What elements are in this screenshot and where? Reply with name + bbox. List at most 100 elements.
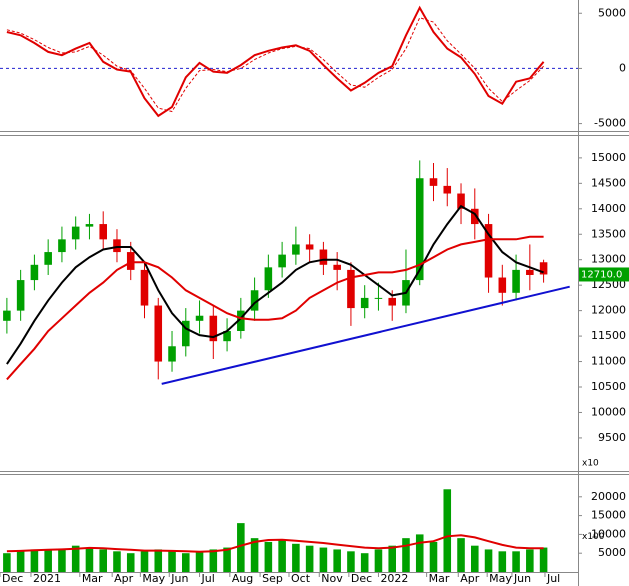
volume-average [6, 534, 544, 553]
volume-bar [250, 538, 259, 572]
y-tick-label: -5000 [594, 117, 626, 130]
volume-bar [471, 545, 479, 572]
candle-body [71, 226, 80, 240]
candle-body [512, 269, 520, 293]
candle-body [305, 244, 314, 250]
last-price-label: 12710.0 [581, 269, 622, 280]
volume-bar [154, 549, 163, 572]
candle-body [250, 290, 259, 311]
candle-body [195, 315, 204, 321]
y-tick-label: 9500 [598, 431, 626, 444]
volume-bar [278, 540, 286, 572]
volume-bar [305, 545, 314, 572]
volume-bar [113, 551, 121, 572]
candle-body [498, 277, 507, 293]
volume-bar [347, 551, 355, 572]
candle-body [333, 264, 341, 270]
volume-bar [126, 553, 135, 572]
volume-bar [388, 545, 396, 572]
candle-body [99, 224, 107, 240]
y-tick-label: 0 [619, 61, 626, 74]
y-tick-label: 14000 [591, 202, 626, 215]
candle-body [319, 249, 328, 265]
candle-body [58, 239, 66, 253]
volume-bar [44, 550, 52, 572]
volume-bar [319, 547, 328, 572]
x-tick-label: Jun [513, 572, 531, 585]
candle-body [360, 297, 369, 309]
y-tick-label: 11500 [591, 329, 626, 342]
volume-bar [16, 551, 25, 572]
volume-bar [85, 547, 94, 572]
volume-bar [30, 549, 39, 572]
volume-bar [292, 543, 300, 572]
x-tick-label: Mar [429, 572, 450, 585]
x-tick-label: Dec [351, 572, 372, 585]
y-tick-label: 5000 [598, 6, 626, 19]
candle-body [347, 269, 355, 309]
candle-body [278, 254, 286, 268]
volume-bar [374, 549, 383, 572]
volume-bar [99, 549, 107, 572]
volume-bar [415, 534, 424, 572]
volume-bar [457, 538, 465, 572]
volume-bar [237, 523, 245, 572]
candle-body [292, 244, 300, 255]
x-tick-label: Jul [201, 572, 215, 585]
candle-body [237, 310, 245, 331]
volume-bar [498, 551, 507, 572]
x-tick-label: 2021 [33, 572, 61, 585]
candle-body [168, 346, 176, 362]
candle-body [429, 178, 438, 186]
volume-bar [223, 547, 231, 572]
x-tick-label: Dec [2, 572, 23, 585]
candle-body [113, 239, 121, 253]
y-tick-label: 10000 [591, 405, 626, 418]
scale-label: x100 [582, 532, 605, 542]
y-tick-label: 10500 [591, 380, 626, 393]
volume-bar [402, 538, 410, 572]
candle-body [16, 280, 25, 311]
x-tick-label: Apr [114, 572, 134, 585]
candle-body [484, 224, 493, 278]
x-tick-label: May [489, 572, 512, 585]
candle-body [182, 320, 190, 347]
y-tick-label: 12000 [591, 304, 626, 317]
candle-body [85, 224, 94, 227]
x-tick-label: 2022 [380, 572, 408, 585]
volume-bar [429, 541, 438, 572]
volume-bar [360, 553, 369, 572]
candle-body [3, 310, 11, 321]
trendline [161, 285, 570, 385]
y-tick-label: 11000 [591, 355, 626, 368]
candle-body [457, 193, 465, 209]
volume-bar [58, 548, 66, 572]
candle-body [44, 252, 52, 265]
candle-body [264, 267, 273, 291]
volume-bar [140, 551, 149, 572]
y-tick-label: 14500 [591, 176, 626, 189]
x-tick-label: Oct [291, 572, 311, 585]
candle-body [388, 297, 396, 306]
x-tick-label: Apr [460, 572, 480, 585]
volume-bar [484, 549, 493, 572]
candle-body [374, 297, 383, 299]
y-tick-label: 15000 [591, 509, 626, 522]
candle-body [140, 269, 149, 306]
candle-body [126, 252, 135, 270]
x-tick-label: Sep [262, 572, 283, 585]
y-tick-label: 13500 [591, 227, 626, 240]
candle-body [526, 269, 534, 275]
y-tick-label: 20000 [591, 490, 626, 503]
volume-bar [443, 489, 452, 572]
x-tick-label: Jul [546, 572, 560, 585]
volume-bar [182, 553, 190, 572]
volume-bar [209, 549, 218, 572]
y-tick-label: 13000 [591, 253, 626, 266]
volume-bar [539, 547, 548, 572]
candle-body [223, 330, 231, 342]
volume-bar [333, 549, 341, 572]
volume-bar [526, 549, 534, 572]
candle-body [539, 262, 548, 275]
